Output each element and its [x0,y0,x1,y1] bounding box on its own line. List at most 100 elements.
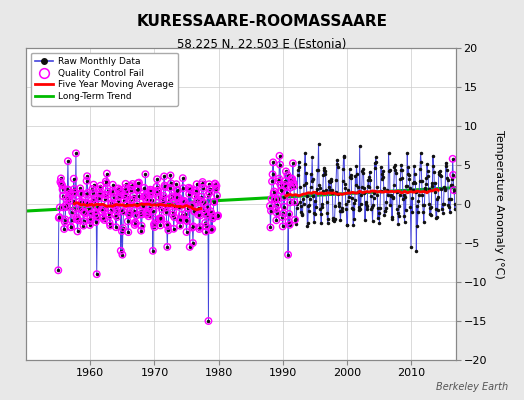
Point [62,195,70,202]
Point [450,187,458,194]
Point [110,194,118,200]
Point [199,185,208,191]
Point [269,159,277,166]
Point [57,175,65,182]
Point [205,190,214,196]
Point [154,187,162,194]
Point [121,185,129,191]
Point [173,187,181,194]
Point [274,196,282,202]
Point [101,192,110,198]
Point [89,190,97,196]
Point [116,190,125,196]
Point [134,180,142,186]
Point [134,186,143,192]
Point [113,214,121,220]
Point [112,224,120,230]
Point [273,202,281,208]
Point [84,201,92,207]
Point [280,194,288,200]
Point [104,210,113,217]
Point [182,229,191,235]
Point [284,252,292,258]
Point [70,186,79,192]
Point [56,204,64,211]
Point [286,222,294,228]
Point [148,197,157,203]
Point [276,182,285,188]
Point [114,185,122,192]
Point [209,215,217,222]
Point [169,226,178,232]
Point [99,215,107,221]
Point [68,209,77,215]
Point [193,196,202,202]
Point [203,204,212,210]
Point [181,210,190,217]
Point [162,209,170,215]
Point [176,222,184,229]
Point [92,211,101,217]
Point [280,204,289,210]
Point [152,184,161,190]
Point [138,211,146,218]
Point [68,217,76,223]
Point [205,181,213,188]
Point [160,182,169,189]
Point [143,211,151,218]
Point [74,217,82,223]
Point [117,248,125,254]
Point [289,180,298,186]
Y-axis label: Temperature Anomaly (°C): Temperature Anomaly (°C) [494,130,504,278]
Point [288,178,296,185]
Point [191,193,199,199]
Point [144,210,152,216]
Point [103,192,112,198]
Point [145,197,154,203]
Point [138,203,147,209]
Point [283,190,291,196]
Point [210,199,219,205]
Point [97,191,105,197]
Point [95,190,104,196]
Point [76,185,84,192]
Point [105,220,114,226]
Point [213,192,221,199]
Point [104,188,112,195]
Point [84,201,93,207]
Point [158,195,167,202]
Point [137,222,146,229]
Point [95,195,103,201]
Point [176,217,184,224]
Point [80,218,88,225]
Point [181,199,189,206]
Point [175,204,183,210]
Point [119,225,127,231]
Point [171,202,180,209]
Point [287,184,295,191]
Point [168,211,177,218]
Point [283,172,292,178]
Point [153,176,161,182]
Point [206,208,215,214]
Point [83,173,91,180]
Point [88,197,96,203]
Point [208,210,216,217]
Point [139,202,147,209]
Point [109,190,117,196]
Point [282,184,291,190]
Point [289,160,297,166]
Point [270,196,279,203]
Point [165,196,173,202]
Point [274,178,282,184]
Point [190,208,199,215]
Text: 58.225 N, 22.503 E (Estonia): 58.225 N, 22.503 E (Estonia) [177,38,347,51]
Point [170,214,179,220]
Point [266,203,274,209]
Point [100,217,108,223]
Point [155,203,163,209]
Point [194,205,203,212]
Point [92,219,100,225]
Point [169,209,177,215]
Point [72,150,80,156]
